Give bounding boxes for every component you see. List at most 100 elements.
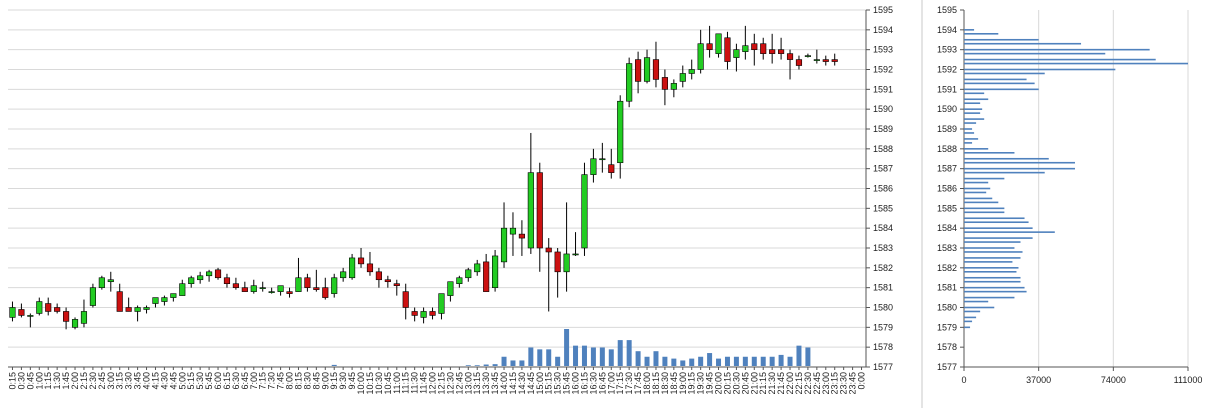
- volume-bar: [680, 360, 686, 366]
- candle-body: [465, 269, 472, 279]
- y-tick-label: 1594: [873, 25, 893, 35]
- x-tick-label: 5:00: [177, 372, 187, 390]
- candle-body: [643, 57, 651, 82]
- candle-body: [98, 277, 105, 288]
- y-tick-label: 1583: [873, 243, 893, 253]
- x-tick-label: 16:15: [579, 372, 589, 395]
- profile-bar: [964, 191, 987, 194]
- x-tick-label: 2:00: [70, 372, 80, 390]
- profile-bar: [964, 237, 1033, 239]
- x-tick-label: 19:45: [705, 372, 715, 395]
- x-tick-label: 17:15: [615, 372, 625, 395]
- candle-body: [617, 100, 624, 164]
- candle-body: [742, 45, 749, 52]
- candle-body: [581, 174, 588, 249]
- profile-bar: [964, 181, 989, 184]
- candle-body: [733, 49, 740, 58]
- profile-y-tick-label: 1593: [937, 45, 957, 55]
- volume-bar: [787, 356, 793, 366]
- volume-bar: [662, 356, 668, 366]
- y-tick-label: 1579: [873, 322, 893, 332]
- volume-bar: [501, 356, 507, 366]
- candle-body: [375, 271, 382, 281]
- volume-bar: [707, 353, 713, 366]
- x-tick-label: 3:45: [133, 372, 143, 390]
- candle-body: [322, 287, 329, 298]
- x-tick-label: 1:15: [43, 372, 53, 390]
- x-tick-label: 23:15: [830, 372, 840, 395]
- x-tick-label: 13:30: [481, 372, 491, 395]
- candle-body: [518, 233, 525, 239]
- profile-bar: [964, 108, 983, 110]
- x-tick-label: 19:15: [687, 372, 697, 395]
- x-tick-label: 0:00: [857, 372, 867, 390]
- x-tick-label: 8:30: [302, 372, 312, 390]
- profile-y-tick-label: 1586: [937, 184, 957, 194]
- profile-bar: [964, 251, 1023, 253]
- x-tick-label: 6:00: [213, 372, 223, 390]
- profile-bar: [964, 88, 1039, 91]
- volume-profile-chart: 0 37000 74000 111000 1577 1578 1579 1580 1581 158…: [937, 5, 1202, 385]
- candle-body: [831, 59, 838, 62]
- volume-bar: [796, 345, 802, 366]
- profile-bar: [964, 52, 1106, 55]
- profile-bar: [964, 261, 1013, 263]
- profile-bar: [964, 300, 989, 303]
- profile-x-tick-label: 37000: [1026, 375, 1051, 385]
- x-tick-label: 18:45: [669, 372, 679, 395]
- y-tick-label: 1591: [873, 84, 893, 94]
- candle-body: [143, 307, 150, 310]
- x-tick-label: 10:15: [365, 372, 375, 395]
- x-tick-label: 22:15: [794, 372, 804, 395]
- volume-bar: [733, 356, 739, 366]
- x-tick-label: 1:00: [34, 372, 44, 390]
- profile-bar: [964, 112, 981, 114]
- candle-body: [635, 59, 642, 82]
- candle-body: [429, 311, 436, 316]
- profile-bar: [964, 177, 1005, 180]
- candle-body: [778, 49, 785, 54]
- candle-body: [313, 287, 320, 290]
- candle-body: [268, 291, 275, 293]
- profile-y-tick-label: 1577: [937, 362, 957, 372]
- x-tick-label: 21:30: [767, 372, 777, 395]
- x-tick-label: 12:30: [445, 372, 455, 395]
- volume-bar: [724, 356, 730, 366]
- x-tick-label: 0:15: [7, 372, 17, 390]
- x-tick-label: 2:15: [79, 372, 89, 390]
- x-tick-label: 6:30: [231, 372, 241, 390]
- profile-y-tick-label: 1591: [937, 84, 957, 94]
- y-tick-label: 1586: [873, 184, 893, 194]
- x-tick-label: 5:30: [195, 372, 205, 390]
- volume-bar: [546, 349, 552, 366]
- profile-bar: [964, 267, 1019, 269]
- profile-y-tick-label: 1585: [937, 203, 957, 213]
- profile-y-tick-label: 1578: [937, 342, 957, 352]
- profile-bar: [964, 118, 985, 120]
- candle-body: [724, 37, 731, 62]
- profile-bar: [964, 257, 1021, 259]
- x-tick-label: 10:00: [356, 372, 366, 395]
- volume-bar: [626, 340, 632, 366]
- candle-body: [331, 277, 338, 294]
- x-tick-label: 16:30: [588, 372, 598, 395]
- profile-bar: [964, 221, 1029, 224]
- profile-bar: [964, 78, 1027, 81]
- y-tick-label: 1593: [873, 45, 893, 55]
- volume-bar: [805, 347, 811, 366]
- candle-body: [197, 275, 204, 281]
- x-tick-label: 20:00: [714, 372, 724, 395]
- profile-bar: [964, 326, 971, 329]
- candle-body: [760, 43, 767, 54]
- volume-bar: [492, 364, 498, 366]
- candle-body: [107, 279, 114, 283]
- profile-y-tick-label: 1589: [937, 124, 957, 134]
- x-tick-label: 13:15: [472, 372, 482, 395]
- profile-bar: [964, 132, 975, 134]
- x-tick-label: 11:15: [401, 372, 411, 394]
- candle-body: [670, 83, 677, 90]
- profile-y-tick-label: 1590: [937, 104, 957, 114]
- x-tick-label: 0:45: [25, 372, 35, 390]
- candle-body: [527, 172, 534, 249]
- profile-bar: [964, 142, 973, 144]
